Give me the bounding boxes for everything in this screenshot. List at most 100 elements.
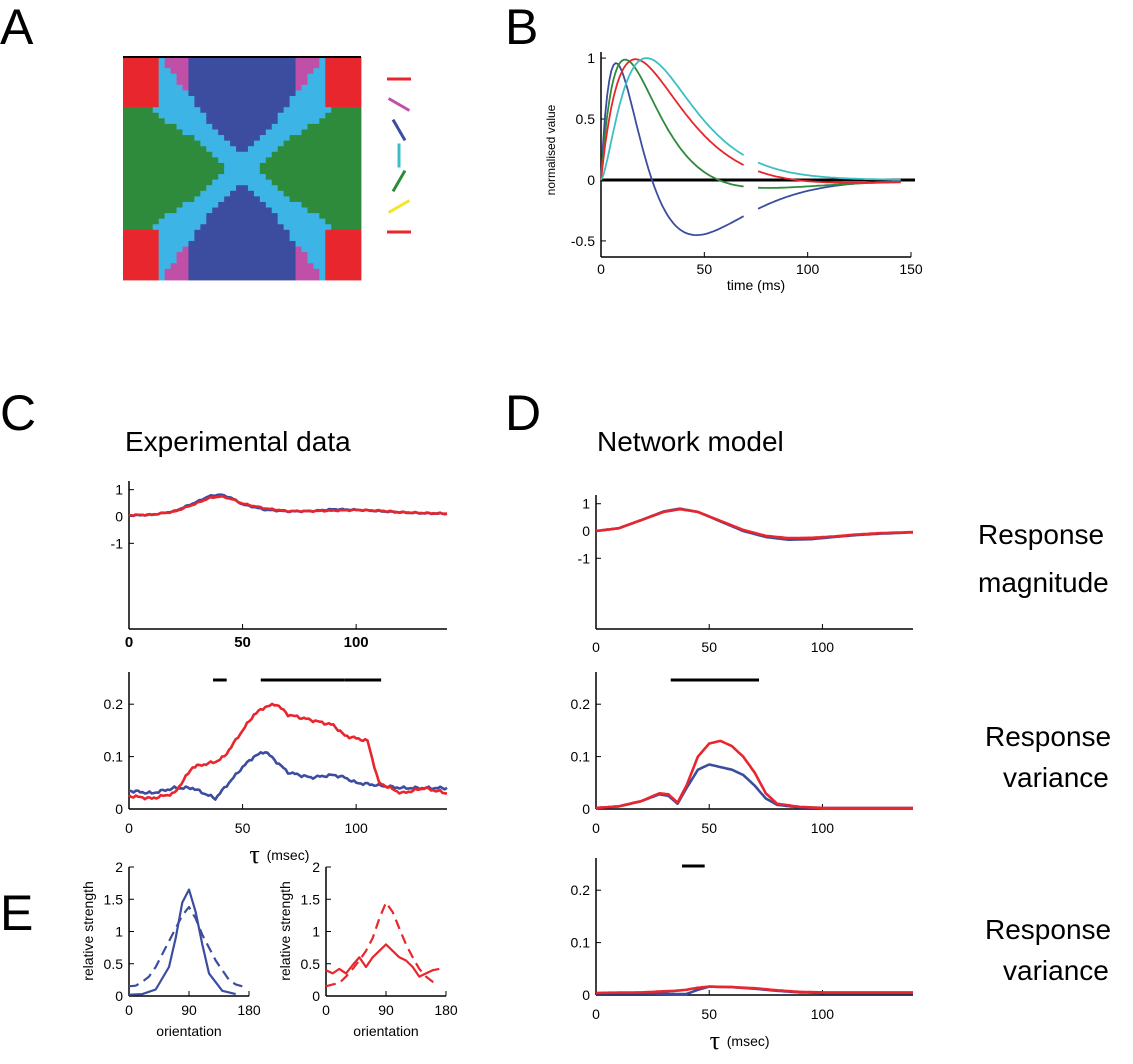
orientation-map-cell <box>271 57 279 63</box>
orientation-map-cell <box>128 140 136 147</box>
orientation-map-cell <box>230 123 237 130</box>
orientation-map-cell <box>253 68 261 75</box>
orientation-map-cell <box>253 123 261 130</box>
orientation-map-cell <box>164 174 171 181</box>
orientation-map-cell <box>128 174 136 181</box>
orientation-map-cell <box>283 146 290 153</box>
orientation-map-cell <box>271 157 279 164</box>
orientation-map-cell <box>170 179 177 186</box>
orientation-map-cell <box>343 129 350 136</box>
orientation-map-cell <box>194 174 201 181</box>
orientation-map-cell <box>176 129 183 136</box>
orientation-map-cell <box>194 240 201 247</box>
orientation-map-cell <box>259 157 267 164</box>
orientation-map-cell <box>218 90 225 97</box>
orientation-map-cell <box>164 140 171 147</box>
orientation-map-cell <box>337 112 344 119</box>
orientation-map-cell <box>218 107 225 114</box>
orientation-map-cell <box>164 57 171 63</box>
orientation-map-cell <box>277 146 285 153</box>
orientation-map-cell <box>265 57 273 63</box>
orientation-map-cell <box>152 112 160 119</box>
orientation-legend-bar <box>387 199 411 214</box>
orientation-map-cell <box>123 196 130 203</box>
orientation-map-cell <box>259 201 267 208</box>
orientation-map-cell <box>259 118 267 125</box>
orientation-map-cell <box>224 213 231 220</box>
orientation-map-cell <box>289 235 296 242</box>
orientation-map-cell <box>247 201 255 208</box>
orientation-map-cell <box>259 257 267 264</box>
orientation-map-cell <box>158 62 166 69</box>
orientation-map-cell <box>242 213 249 220</box>
orientation-map-cell <box>277 135 285 142</box>
orientation-map-cell <box>283 235 290 242</box>
orientation-map-cell <box>170 268 177 275</box>
orientation-map-cell <box>194 112 201 119</box>
orientation-map-cell <box>301 146 308 153</box>
orientation-map-cell <box>343 79 350 86</box>
orientation-map-cell <box>123 257 130 264</box>
orientation-map-cell <box>242 257 249 264</box>
orientation-map-cell <box>134 201 142 208</box>
orientation-map-cell <box>230 185 237 192</box>
orientation-map-cell <box>194 263 201 270</box>
orientation-map-cell <box>242 140 249 147</box>
orientation-map-cell <box>158 112 166 119</box>
orientation-map-cell <box>259 146 267 153</box>
orientation-map-cell <box>295 157 302 164</box>
orientation-map-cell <box>313 213 320 220</box>
orientation-map-cell <box>194 201 201 208</box>
orientation-map-cell <box>212 218 219 225</box>
orientation-map-cell <box>152 101 160 108</box>
orientation-map-cell <box>182 207 189 214</box>
orientation-map-cell <box>259 151 267 158</box>
orientation-map-cell <box>301 123 308 130</box>
orientation-map-cell <box>307 146 314 153</box>
orientation-map-cell <box>355 157 362 164</box>
orientation-map-cell <box>337 168 344 175</box>
orientation-map-cell <box>283 218 290 225</box>
orientation-map-cell <box>128 135 136 142</box>
orientation-map-cell <box>242 62 249 69</box>
orientation-map-cell <box>236 146 243 153</box>
orientation-map-cell <box>331 112 338 119</box>
orientation-map-cell <box>170 73 177 80</box>
orientation-map-cell <box>146 162 154 169</box>
orientation-map-cell <box>331 201 338 208</box>
orientation-map-cell <box>271 140 279 147</box>
orientation-map-cell <box>176 123 183 130</box>
orientation-map-cell <box>140 157 148 164</box>
orientation-map-cell <box>158 252 166 259</box>
orientation-map-cell <box>128 240 136 247</box>
orientation-map-cell <box>146 96 154 103</box>
orientation-map-cell <box>247 57 255 63</box>
orientation-map-cell <box>164 129 171 136</box>
orientation-map-cell <box>247 235 255 242</box>
orientation-map-cell <box>247 224 255 231</box>
orientation-map-cell <box>182 112 189 119</box>
orientation-map-cell <box>331 57 338 63</box>
orientation-map-cell <box>355 174 362 181</box>
orientation-map-cell <box>343 151 350 158</box>
orientation-map-cell <box>283 162 290 169</box>
orientation-map-cell <box>319 151 326 158</box>
orientation-map-cell <box>265 190 273 197</box>
orientation-map-cell <box>265 207 273 214</box>
orientation-map-cell <box>200 118 207 125</box>
orientation-map-cell <box>164 118 171 125</box>
orientation-map-cell <box>188 168 195 175</box>
orientation-map-cell <box>146 84 154 91</box>
orientation-map-cell <box>182 151 189 158</box>
orientation-map-cell <box>355 118 362 125</box>
orientation-map-cell <box>313 79 320 86</box>
orientation-map-cell <box>128 118 136 125</box>
orientation-map-cell <box>206 129 213 136</box>
orientation-map-cell <box>152 207 160 214</box>
orientation-map-cell <box>146 168 154 175</box>
orientation-map-cell <box>319 84 326 91</box>
orientation-map-cell <box>295 213 302 220</box>
orientation-map-cell <box>224 263 231 270</box>
orientation-map-cell <box>343 229 350 236</box>
panel-C-variance-x-tick-label: 100 <box>344 820 368 836</box>
